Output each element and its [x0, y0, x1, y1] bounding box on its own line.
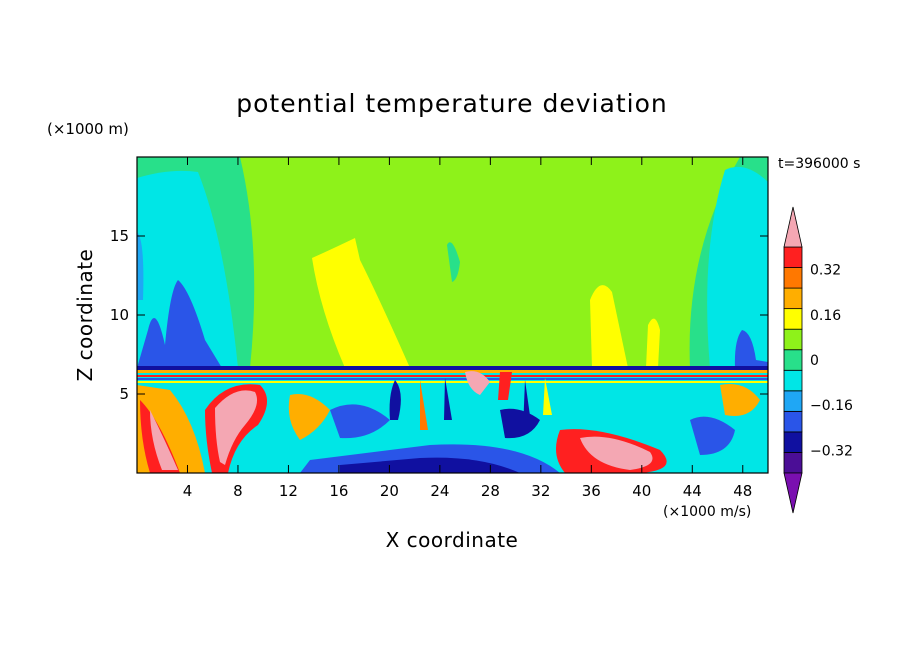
x-tick-label: 16 — [329, 482, 348, 500]
colorbar-band — [783, 287, 803, 310]
colorbar-band — [783, 410, 803, 433]
colorbar-band — [783, 328, 803, 351]
x-tick-label: 24 — [430, 482, 449, 500]
colorbar-min-arrow — [783, 472, 803, 514]
x-tick-label: 28 — [481, 482, 500, 500]
y-tick-label: 10 — [110, 306, 129, 324]
y-axis: 5 10 15 — [110, 227, 768, 403]
colorbar-band — [783, 308, 803, 330]
x-tick-label: 44 — [683, 482, 702, 500]
colorbar-tick-label: 0.32 — [810, 263, 841, 279]
x-tick-label: 32 — [531, 482, 550, 500]
colorbar-band — [783, 452, 803, 474]
y-tick-label: 5 — [119, 385, 129, 403]
colorbar-band — [783, 349, 803, 371]
y-tick-label: 15 — [110, 227, 129, 245]
x-tick-label: 20 — [380, 482, 399, 500]
colorbar-band — [783, 246, 803, 268]
colorbar-tick-label: 0.16 — [810, 308, 841, 324]
colorbar-tick-label: −0.16 — [810, 398, 853, 414]
colorbar: 0.32 0.16 0 −0.16 −0.32 — [783, 206, 853, 514]
x-unit-label: (×1000 m/s) — [663, 504, 751, 520]
colorbar-tick-label: 0 — [810, 353, 819, 369]
x-tick-label: 40 — [632, 482, 651, 500]
colorbar-max-arrow — [783, 206, 803, 248]
colorbar-band — [783, 369, 803, 392]
x-tick-label: 4 — [183, 482, 193, 500]
x-axis: 4 8 12 16 20 24 28 32 36 40 44 48 — [183, 157, 752, 500]
colorbar-tick-label: −0.32 — [810, 443, 853, 459]
y-axis-label: Z coordinate — [73, 249, 97, 382]
time-label: t=396000 s — [778, 156, 860, 172]
colorbar-band — [783, 390, 803, 412]
x-axis-label: X coordinate — [386, 528, 519, 552]
x-tick-label: 48 — [733, 482, 752, 500]
contour-field — [137, 157, 768, 473]
colorbar-band — [783, 267, 803, 289]
colorbar-band — [783, 431, 803, 453]
chart-title: potential temperature deviation — [236, 89, 667, 118]
x-tick-label: 12 — [279, 482, 298, 500]
x-tick-label: 8 — [233, 482, 243, 500]
y-unit-label: (×1000 m) — [47, 120, 129, 138]
x-tick-label: 36 — [582, 482, 601, 500]
